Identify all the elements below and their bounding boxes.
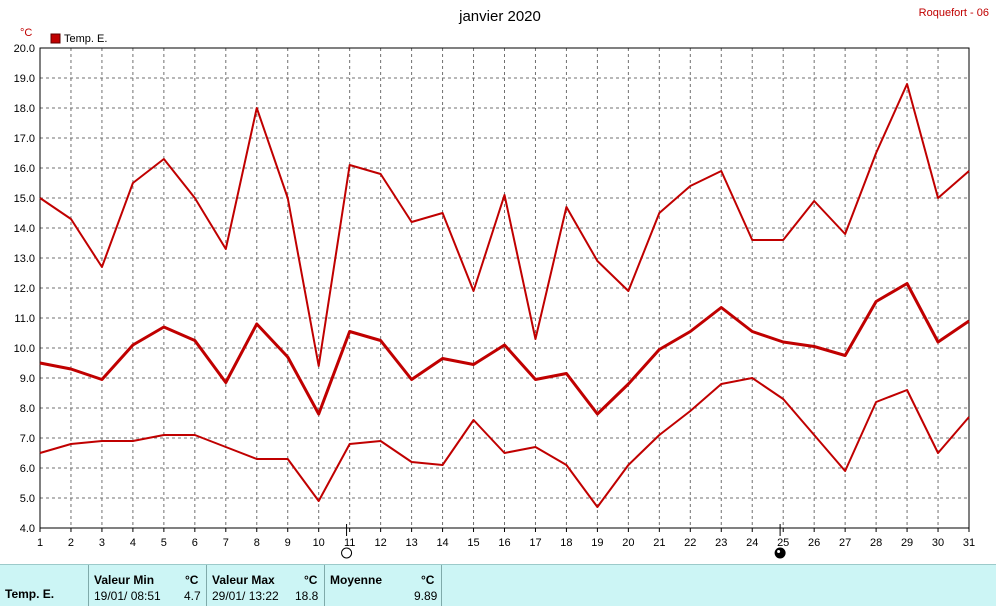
x-tick-label: 31 <box>963 537 975 549</box>
series-line-3 <box>39 377 970 508</box>
y-tick-label: 5.0 <box>20 493 35 505</box>
x-tick-label: 4 <box>130 537 136 549</box>
y-tick-label: 12.0 <box>14 283 35 295</box>
x-tick-label: 20 <box>622 537 634 549</box>
legend-swatch <box>50 33 61 44</box>
stat-max-unit: °C <box>304 573 318 587</box>
stat-min-date: 19/01/ 08:51 <box>94 589 161 603</box>
chart-title: janvier 2020 <box>458 8 541 25</box>
x-tick-label: 17 <box>529 537 541 549</box>
x-tick-label: 3 <box>99 537 105 549</box>
x-tick-label: 24 <box>746 537 758 549</box>
legend-label: Temp. E. <box>64 33 107 45</box>
x-tick-label: 28 <box>870 537 882 549</box>
x-tick-label: 10 <box>313 537 325 549</box>
x-tick-label: 30 <box>932 537 944 549</box>
y-tick-label: 17.0 <box>14 133 35 145</box>
stat-max-cell: Valeur Max °C 29/01/ 13:22 18.8 <box>206 565 324 606</box>
x-tick-label: 5 <box>161 537 167 549</box>
y-tick-label: 7.0 <box>20 433 35 445</box>
y-tick-label: 20.0 <box>14 43 35 55</box>
y-tick-label: 16.0 <box>14 163 35 175</box>
x-tick-label: 29 <box>901 537 913 549</box>
x-tick-label: 22 <box>684 537 696 549</box>
x-tick-label: 21 <box>653 537 665 549</box>
x-tick-label: 25 <box>777 537 789 549</box>
stat-min-unit: °C <box>185 573 199 587</box>
x-tick-label: 19 <box>591 537 603 549</box>
x-tick-label: 15 <box>467 537 479 549</box>
series-layer <box>39 83 970 508</box>
x-tick-label: 18 <box>560 537 572 549</box>
x-tick-label: 14 <box>436 537 448 549</box>
plot-frame <box>39 47 970 529</box>
x-tick-label: 9 <box>285 537 291 549</box>
y-tick-label: 11.0 <box>14 313 35 325</box>
x-tick-label: 13 <box>405 537 417 549</box>
full-moon-icon <box>341 547 353 559</box>
stat-min-cell: Valeur Min °C 19/01/ 08:51 4.7 <box>88 565 206 606</box>
stat-max-label: Valeur Max <box>212 573 275 587</box>
x-tick-label: 26 <box>808 537 820 549</box>
x-tick-label: 16 <box>498 537 510 549</box>
x-tick-label: 11 <box>344 537 355 549</box>
new-moon-highlight <box>777 550 781 553</box>
y-tick-label: 14.0 <box>14 223 35 235</box>
stat-avg-value: 9.89 <box>414 589 438 603</box>
series-line-1 <box>39 83 970 367</box>
y-tick-label: 10.0 <box>14 343 35 355</box>
y-unit-label: °C <box>20 27 32 39</box>
y-tick-label: 4.0 <box>20 523 35 535</box>
y-tick-label: 8.0 <box>20 403 35 415</box>
axis-layer: 4.05.06.07.08.09.010.011.012.013.014.015… <box>14 43 976 549</box>
stats-row-label: Temp. E. <box>5 587 55 601</box>
stats-panel: Temp. E. Valeur Min °C 19/01/ 08:51 4.7 … <box>0 564 996 606</box>
x-tick-label: 1 <box>37 537 43 549</box>
x-tick-label: 27 <box>839 537 851 549</box>
x-tick-label: 23 <box>715 537 727 549</box>
y-tick-label: 15.0 <box>14 193 35 205</box>
station-name: Roquefort - 06 <box>919 7 989 19</box>
moon-markers <box>341 524 786 559</box>
y-tick-label: 13.0 <box>14 253 35 265</box>
y-tick-label: 19.0 <box>14 73 35 85</box>
x-tick-label: 7 <box>223 537 229 549</box>
y-tick-label: 9.0 <box>20 373 35 385</box>
x-tick-label: 2 <box>68 537 74 549</box>
series-line-2 <box>39 282 970 416</box>
stat-avg-unit: °C <box>421 573 435 587</box>
stat-max-value: 18.8 <box>295 589 319 603</box>
new-moon-icon <box>774 547 786 559</box>
y-tick-label: 6.0 <box>20 463 35 475</box>
temperature-chart: janvier 2020 Roquefort - 06 °C Temp. E. … <box>14 7 989 559</box>
stat-max-date: 29/01/ 13:22 <box>212 589 279 603</box>
y-tick-label: 18.0 <box>14 103 35 115</box>
stat-min-label: Valeur Min <box>94 573 155 587</box>
x-tick-label: 6 <box>192 537 198 549</box>
x-tick-label: 8 <box>254 537 260 549</box>
grid-layer <box>40 48 969 528</box>
x-tick-label: 12 <box>375 537 387 549</box>
stat-avg-cell: Moyenne °C 9.89 <box>324 565 442 606</box>
stat-min-value: 4.7 <box>184 589 201 603</box>
stat-avg-label: Moyenne <box>330 573 383 587</box>
